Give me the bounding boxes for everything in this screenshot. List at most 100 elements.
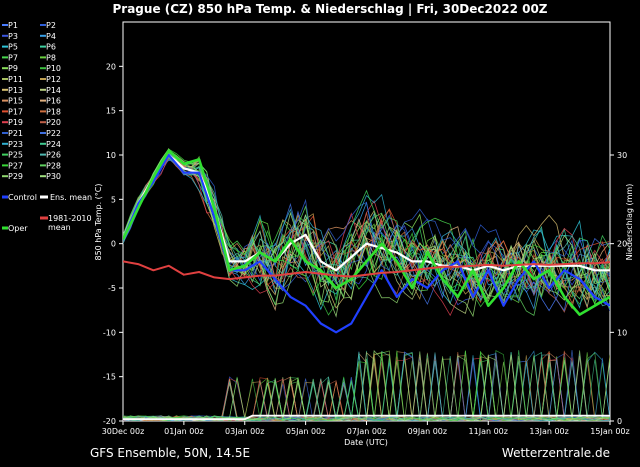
legend-label-climate: 1981-2010 mean [48, 214, 92, 232]
y-left-tick-label: -15 [103, 373, 116, 382]
member-line-P23 [123, 155, 610, 309]
data-point [320, 322, 322, 325]
data-point [533, 263, 535, 265]
legend-label-P7: P7 [8, 53, 18, 62]
data-point [594, 269, 596, 271]
data-point [563, 263, 565, 265]
data-point [213, 207, 215, 209]
data-point [578, 278, 581, 280]
x-tick-label: 01Jan 00z [164, 427, 203, 436]
data-point [396, 251, 398, 254]
data-point [548, 269, 550, 271]
data-point [259, 260, 261, 262]
legend-label-ens-mean: Ens. mean [50, 193, 92, 202]
data-point [381, 247, 383, 249]
data-point [305, 271, 307, 273]
data-point [563, 296, 565, 298]
legend-label-oper: Oper [8, 224, 28, 233]
data-point [289, 238, 292, 240]
legend-label-P4: P4 [46, 32, 56, 41]
data-point [244, 276, 246, 278]
x-tick-label: 03Jan 00z [225, 427, 264, 436]
member-line-P5 [123, 148, 610, 311]
data-point [594, 262, 596, 264]
legend-label-P25: P25 [8, 151, 23, 160]
legend-label-control: Control [8, 193, 37, 202]
legend-label-P5: P5 [8, 43, 18, 52]
data-point [472, 296, 474, 298]
data-point [487, 305, 489, 307]
data-point [244, 265, 246, 267]
data-point [609, 296, 610, 298]
plot-area: 20 15 10 5 0 -5 -10 -15 -20 30 20 10 0 30Dec 00z 01Jan… [102, 21, 630, 436]
legend-label-P29: P29 [8, 172, 23, 181]
data-point [259, 274, 261, 277]
data-point [274, 260, 276, 262]
data-point [381, 272, 383, 274]
legend-label-P16: P16 [46, 97, 61, 106]
x-tick-label: 09Jan 00z [408, 427, 447, 436]
member-line-P17 [123, 157, 610, 304]
data-point [594, 305, 596, 307]
data-point [457, 296, 459, 298]
data-point [609, 269, 610, 271]
data-point [244, 260, 246, 262]
data-point [609, 261, 610, 263]
data-point [183, 274, 185, 276]
legend-label-P1: P1 [8, 21, 18, 30]
data-point [426, 287, 428, 289]
footer-source: Wetterzentrale.de [502, 446, 610, 460]
data-point [487, 269, 489, 271]
legend-label-P24: P24 [46, 140, 61, 149]
data-point [123, 260, 124, 262]
legend-label-P15: P15 [8, 97, 23, 106]
data-point [472, 269, 474, 271]
data-point [228, 260, 231, 262]
data-point [137, 203, 139, 205]
data-point [502, 265, 505, 267]
data-point [411, 269, 413, 271]
x-tick-label: 07Jan 00z [347, 427, 386, 436]
legend-label-P27: P27 [8, 161, 23, 170]
data-point [365, 260, 368, 262]
data-point [441, 269, 444, 271]
x-tick-label: 11Jan 00z [469, 427, 508, 436]
data-point [518, 278, 520, 280]
data-point [274, 278, 276, 280]
data-point [518, 264, 520, 266]
data-point [259, 251, 261, 254]
data-point [487, 264, 489, 266]
data-point [350, 322, 352, 325]
legend-label-P23: P23 [8, 140, 23, 149]
y-right-tick-label: 0 [617, 417, 622, 426]
data-point [152, 181, 155, 183]
data-point [137, 207, 139, 209]
y-right-tick-label: 10 [617, 328, 627, 337]
data-point [305, 260, 307, 262]
member-line-P29 [123, 148, 610, 318]
legend-label-P30: P30 [46, 172, 61, 181]
data-point [533, 260, 535, 262]
data-point [289, 273, 292, 275]
data-point [396, 271, 398, 273]
data-point [396, 296, 398, 298]
data-point [152, 269, 155, 271]
data-point [548, 287, 550, 289]
legend-label-P26: P26 [46, 151, 61, 160]
y-left-tick-label: 15 [106, 107, 116, 116]
data-point [578, 314, 581, 316]
data-point [123, 238, 124, 240]
data-point [563, 269, 565, 271]
data-point [411, 278, 413, 280]
data-point [365, 296, 368, 298]
data-point [563, 265, 565, 267]
data-point [365, 243, 368, 245]
data-point [426, 251, 428, 254]
data-point [578, 265, 581, 267]
data-point [381, 269, 383, 271]
data-point [289, 296, 292, 298]
y-left-tick-label: -20 [103, 417, 116, 426]
data-point [244, 269, 246, 271]
data-point [320, 269, 322, 271]
